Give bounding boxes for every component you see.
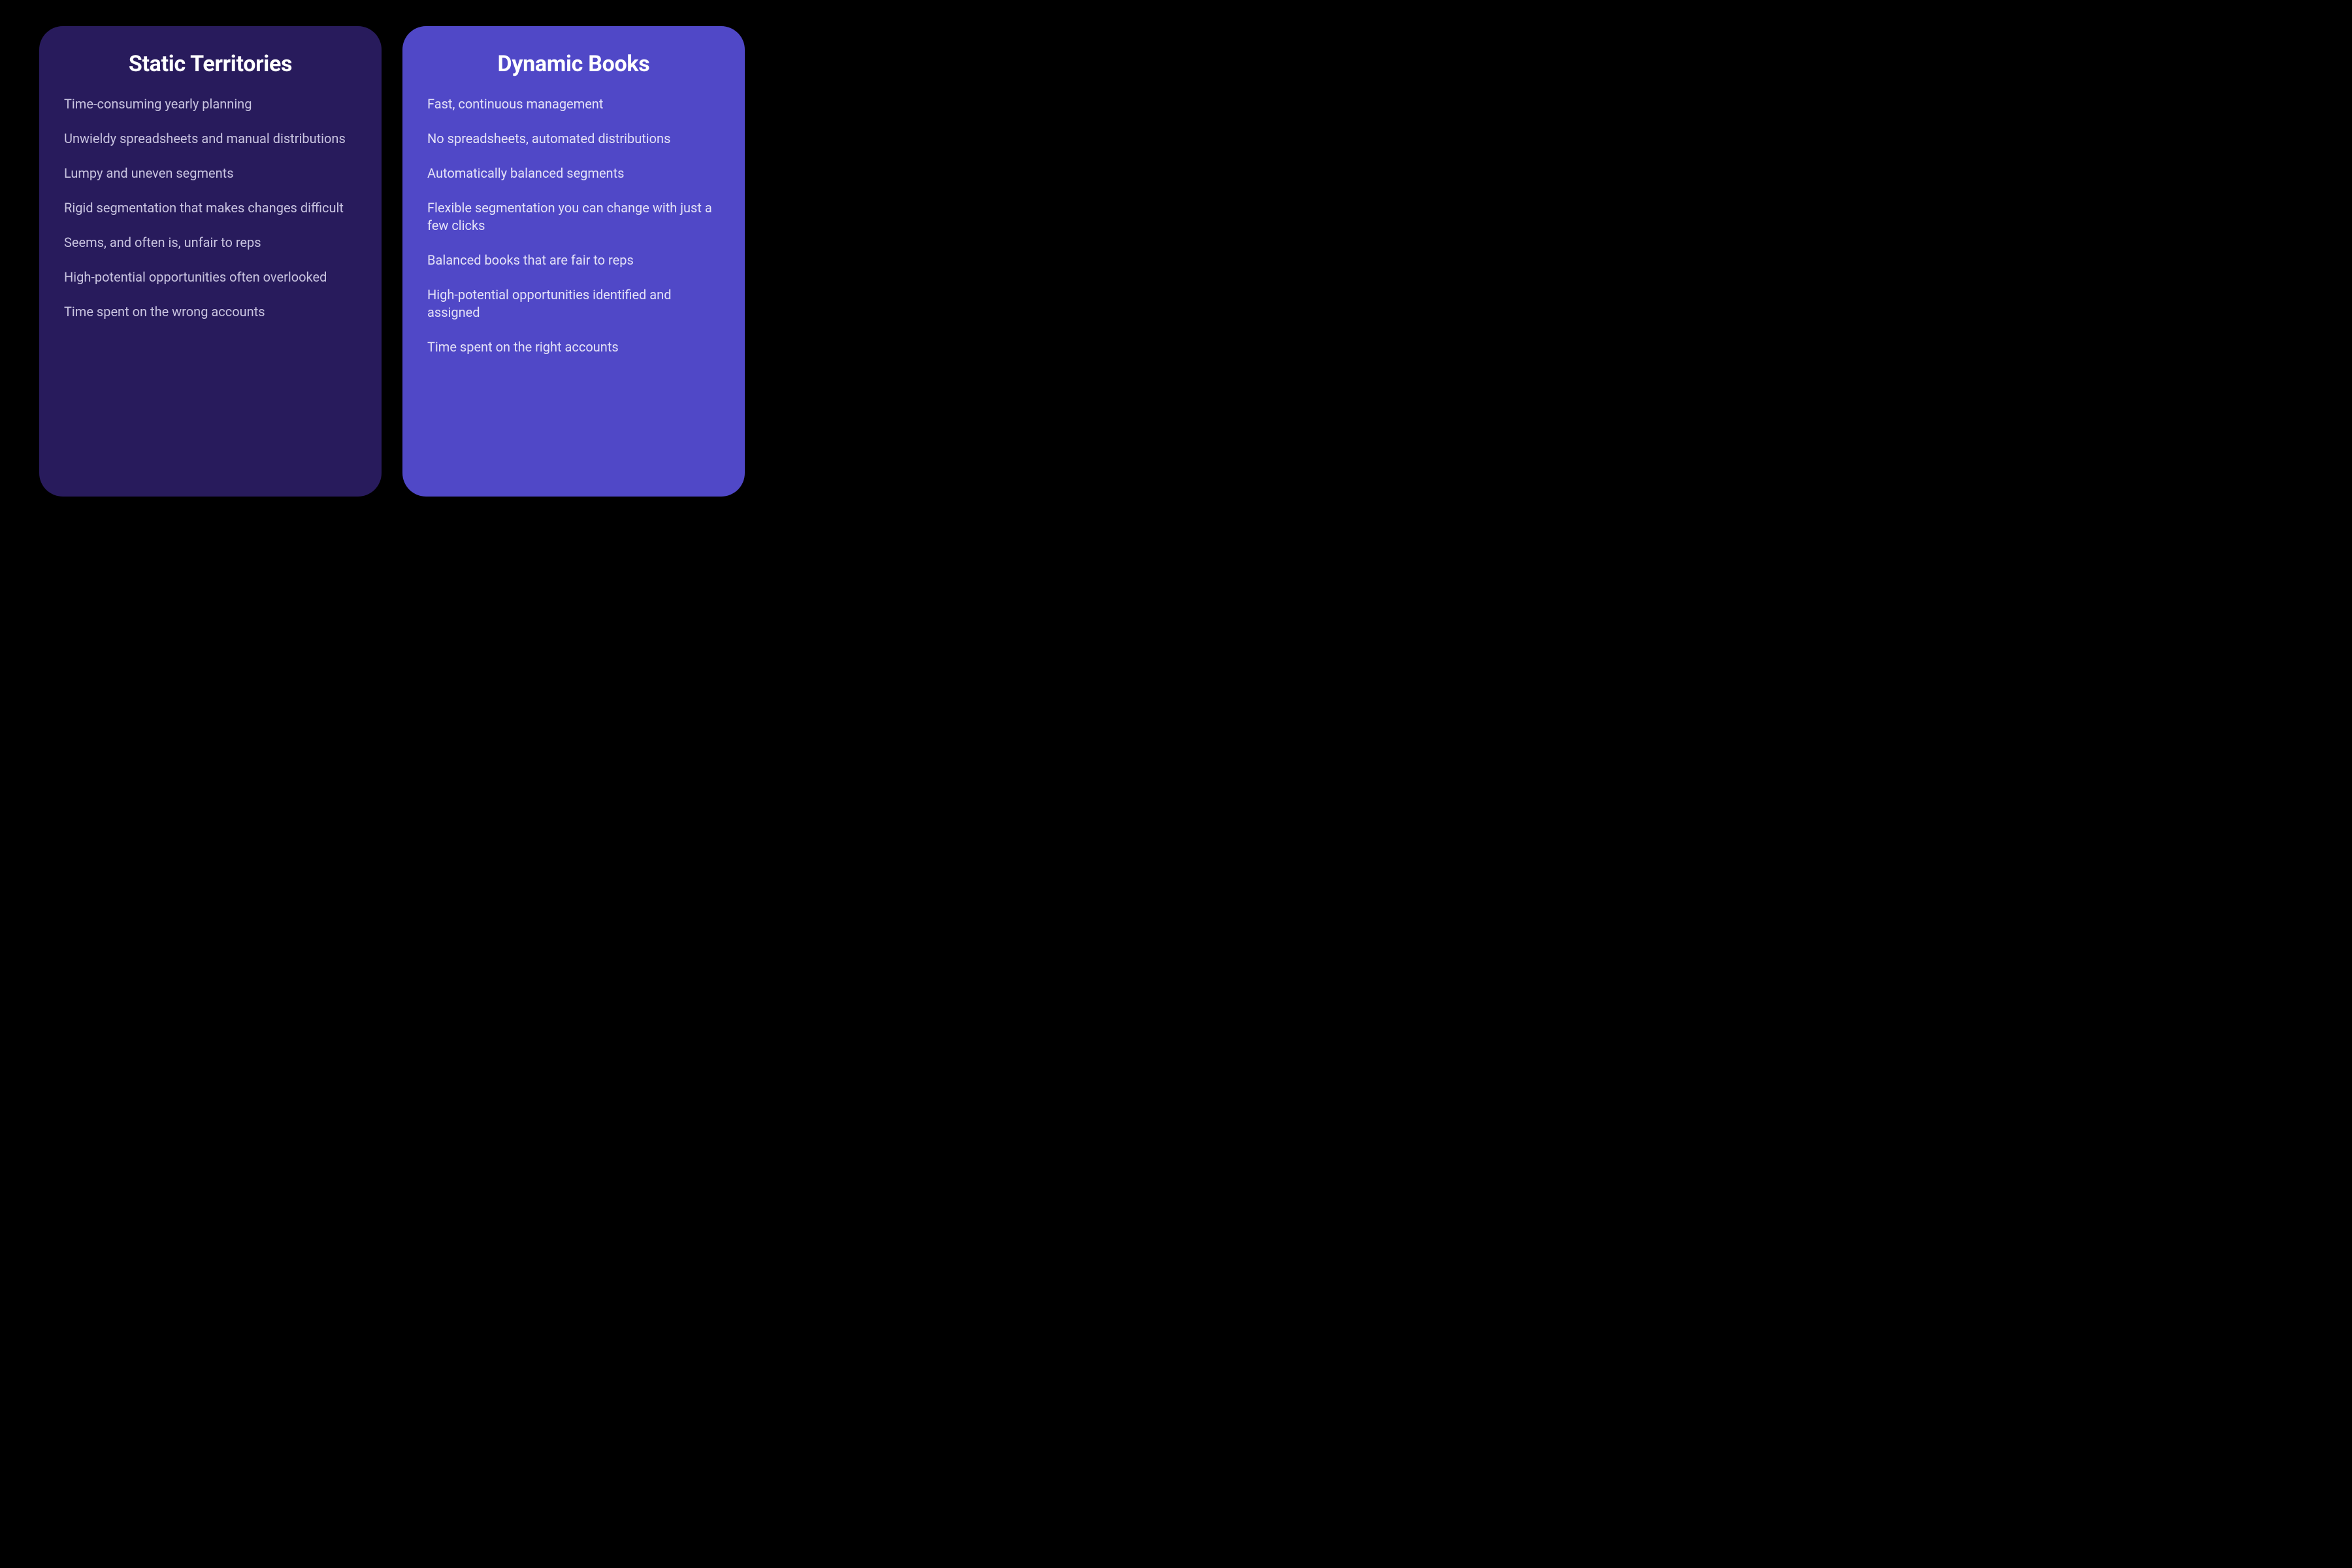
list-item: Fast, continuous management — [427, 95, 720, 113]
list-item: Rigid segmentation that makes changes di… — [64, 199, 357, 217]
static-territories-title: Static Territories — [64, 51, 357, 77]
list-item: Time-consuming yearly planning — [64, 95, 357, 113]
list-item: High-potential opportunities often overl… — [64, 269, 357, 286]
list-item: No spreadsheets, automated distributions — [427, 130, 720, 148]
list-item: Balanced books that are fair to reps — [427, 252, 720, 269]
list-item: Seems, and often is, unfair to reps — [64, 234, 357, 252]
list-item: High-potential opportunities identified … — [427, 286, 720, 321]
dynamic-books-list: Fast, continuous management No spreadshe… — [427, 95, 720, 356]
list-item: Unwieldy spreadsheets and manual distrib… — [64, 130, 357, 148]
static-territories-list: Time-consuming yearly planning Unwieldy … — [64, 95, 357, 321]
list-item: Time spent on the wrong accounts — [64, 303, 357, 321]
static-territories-card: Static Territories Time-consuming yearly… — [39, 26, 382, 497]
list-item: Time spent on the right accounts — [427, 338, 720, 356]
dynamic-books-card: Dynamic Books Fast, continuous managemen… — [402, 26, 745, 497]
dynamic-books-title: Dynamic Books — [427, 51, 720, 77]
list-item: Automatically balanced segments — [427, 165, 720, 182]
list-item: Flexible segmentation you can change wit… — [427, 199, 720, 235]
list-item: Lumpy and uneven segments — [64, 165, 357, 182]
